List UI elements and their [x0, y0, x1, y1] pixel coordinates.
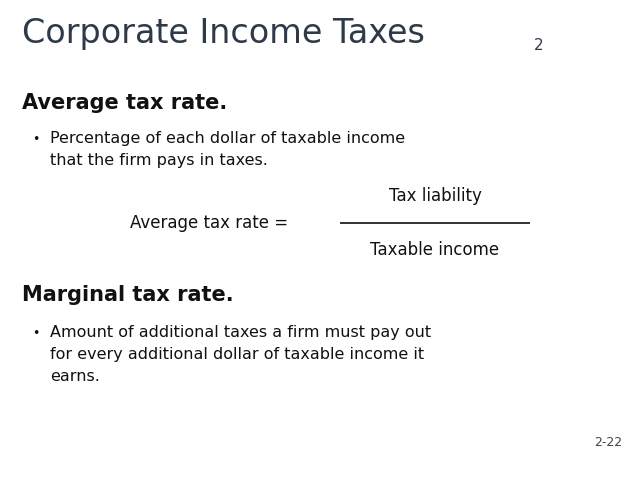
Text: Taxable income: Taxable income: [371, 241, 500, 259]
Text: Marginal tax rate.: Marginal tax rate.: [22, 285, 234, 305]
Text: for every additional dollar of taxable income it: for every additional dollar of taxable i…: [50, 348, 424, 362]
Text: ©2020 McGraw-Hill Education: ©2020 McGraw-Hill Education: [8, 464, 145, 473]
Text: 2-22: 2-22: [594, 436, 622, 449]
Text: •: •: [32, 133, 40, 146]
Text: Amount of additional taxes a firm must pay out: Amount of additional taxes a firm must p…: [50, 325, 431, 340]
Text: Average tax rate =: Average tax rate =: [130, 215, 293, 232]
Text: earns.: earns.: [50, 370, 100, 384]
Text: that the firm pays in taxes.: that the firm pays in taxes.: [50, 154, 268, 168]
Text: 2: 2: [534, 38, 543, 53]
Text: Average tax rate.: Average tax rate.: [22, 94, 227, 113]
Text: Tax liability: Tax liability: [388, 187, 481, 205]
Text: Corporate Income Taxes: Corporate Income Taxes: [22, 17, 425, 50]
Text: Percentage of each dollar of taxable income: Percentage of each dollar of taxable inc…: [50, 132, 405, 146]
Text: •: •: [32, 327, 40, 340]
